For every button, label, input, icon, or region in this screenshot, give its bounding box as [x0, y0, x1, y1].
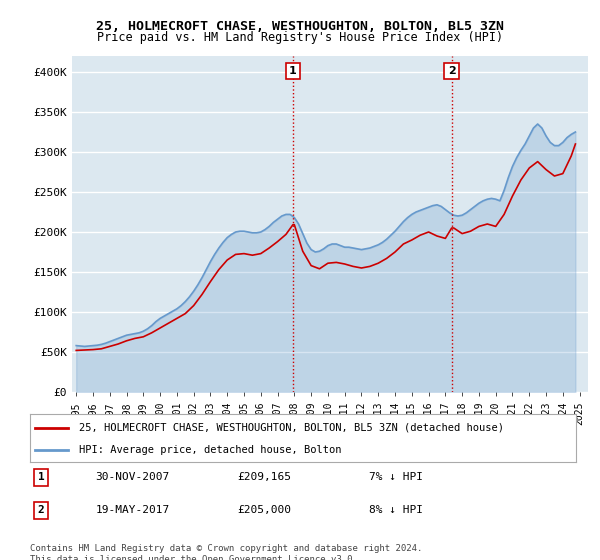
Text: 2: 2: [38, 505, 44, 515]
Text: HPI: Average price, detached house, Bolton: HPI: Average price, detached house, Bolt…: [79, 445, 341, 455]
Text: 19-MAY-2017: 19-MAY-2017: [95, 505, 170, 515]
Text: 1: 1: [289, 66, 297, 76]
Text: £209,165: £209,165: [238, 473, 292, 482]
Text: 25, HOLMECROFT CHASE, WESTHOUGHTON, BOLTON, BL5 3ZN: 25, HOLMECROFT CHASE, WESTHOUGHTON, BOLT…: [96, 20, 504, 32]
Text: 30-NOV-2007: 30-NOV-2007: [95, 473, 170, 482]
Text: 25, HOLMECROFT CHASE, WESTHOUGHTON, BOLTON, BL5 3ZN (detached house): 25, HOLMECROFT CHASE, WESTHOUGHTON, BOLT…: [79, 423, 504, 433]
Text: 7% ↓ HPI: 7% ↓ HPI: [368, 473, 422, 482]
Text: 8% ↓ HPI: 8% ↓ HPI: [368, 505, 422, 515]
Text: £205,000: £205,000: [238, 505, 292, 515]
Text: Price paid vs. HM Land Registry's House Price Index (HPI): Price paid vs. HM Land Registry's House …: [97, 31, 503, 44]
Text: 2: 2: [448, 66, 455, 76]
Text: 1: 1: [38, 473, 44, 482]
Text: Contains HM Land Registry data © Crown copyright and database right 2024.
This d: Contains HM Land Registry data © Crown c…: [30, 544, 422, 560]
